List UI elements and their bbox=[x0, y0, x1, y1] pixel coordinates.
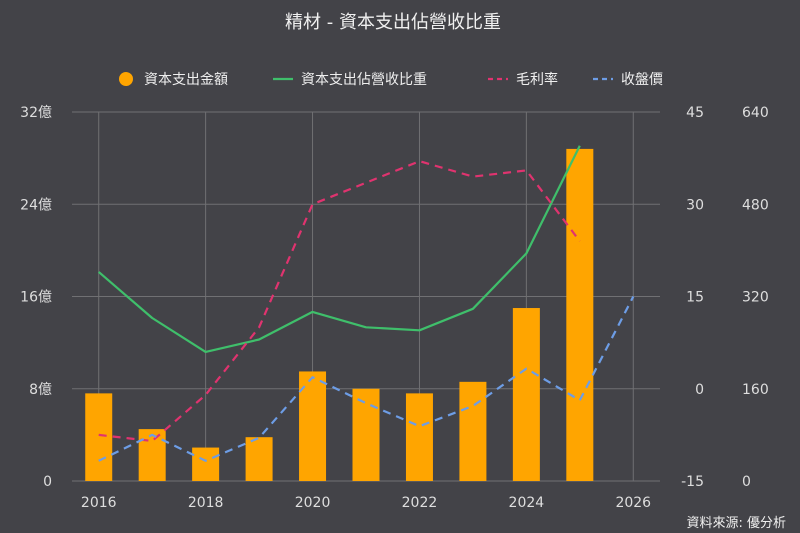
price-axis-tick: 320 bbox=[742, 290, 769, 306]
bar bbox=[566, 148, 594, 481]
series-line bbox=[97, 145, 581, 353]
price-axis-tick: 640 bbox=[742, 105, 769, 121]
left-axis-tick: 0 bbox=[43, 474, 52, 490]
x-axis-tick: 2026 bbox=[615, 495, 651, 511]
bar bbox=[352, 388, 380, 481]
bar bbox=[192, 447, 220, 481]
price-axis-tick: 480 bbox=[742, 197, 769, 213]
bar bbox=[245, 437, 273, 481]
bar bbox=[459, 381, 487, 481]
legend-label: 毛利率 bbox=[516, 71, 558, 88]
bar bbox=[405, 393, 433, 481]
bars bbox=[85, 148, 594, 481]
bar bbox=[85, 393, 113, 481]
x-axis-tick: 2020 bbox=[295, 495, 331, 511]
right-axis-tick: 15 bbox=[686, 290, 704, 306]
bar bbox=[138, 429, 166, 481]
left-axis-tick: 8億 bbox=[29, 382, 52, 398]
series-line bbox=[98, 160, 581, 443]
source-note: 資料來源: 優分析 bbox=[686, 516, 786, 531]
series-line bbox=[98, 295, 635, 462]
bar bbox=[512, 308, 540, 481]
right-axis-tick: -15 bbox=[681, 474, 704, 490]
price-axis-tick: 0 bbox=[742, 474, 751, 490]
legend-label: 資本支出佔營收比重 bbox=[301, 72, 427, 88]
x-axis-tick: 2022 bbox=[402, 495, 438, 511]
series-lines bbox=[97, 145, 635, 462]
legend-label: 收盤價 bbox=[621, 71, 663, 88]
left-axis-tick: 16億 bbox=[20, 290, 52, 306]
legend-label: 資本支出金額 bbox=[144, 72, 228, 88]
right-axis-tick: 0 bbox=[695, 382, 704, 398]
right-axis-tick: 30 bbox=[686, 197, 704, 213]
legend-marker bbox=[119, 72, 133, 86]
right-axis-tick: 45 bbox=[686, 105, 704, 121]
legend[interactable]: 資本支出金額 資本支出佔營收比重 毛利率 收盤價 bbox=[119, 71, 663, 88]
axes: 0 8億 16億 24億 32億 -15 0 15 30 45 0 160 320 480 640 2016 2… bbox=[20, 105, 769, 511]
chart-title: 精材 - 資本支出佔營收比重 bbox=[285, 12, 501, 33]
price-axis-tick: 160 bbox=[742, 382, 769, 398]
left-axis-tick: 32億 bbox=[20, 105, 52, 121]
x-axis-tick: 2024 bbox=[509, 495, 545, 511]
x-axis-tick: 2018 bbox=[188, 495, 224, 511]
x-axis-tick: 2016 bbox=[81, 495, 117, 511]
bar bbox=[299, 371, 327, 481]
left-axis-tick: 24億 bbox=[20, 197, 52, 213]
